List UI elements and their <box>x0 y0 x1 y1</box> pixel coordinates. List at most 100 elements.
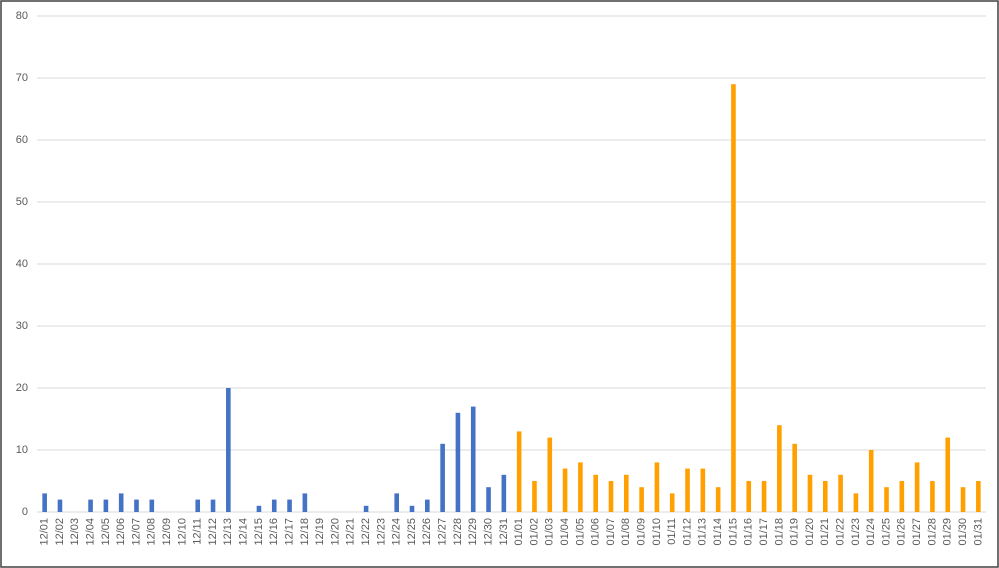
bar <box>700 468 706 512</box>
x-tick-label: 01/08 <box>620 518 632 546</box>
x-tick-label: 12/05 <box>100 518 112 546</box>
x-tick-label: 01/17 <box>758 518 770 546</box>
x-tick-label: 12/24 <box>391 518 403 546</box>
x-tick-label: 12/13 <box>222 518 234 546</box>
bar <box>868 450 874 512</box>
bar <box>562 468 568 512</box>
bar <box>302 493 308 512</box>
x-tick-label: 12/01 <box>39 518 51 546</box>
y-tick-label: 70 <box>16 72 28 84</box>
x-tick-label: 12/20 <box>329 518 341 546</box>
x-tick-label: 01/03 <box>544 518 556 546</box>
bar <box>470 406 476 512</box>
bar <box>731 84 736 512</box>
x-tick-label: 12/12 <box>207 518 219 546</box>
x-tick-label: 12/09 <box>161 518 173 546</box>
x-tick-label: 01/16 <box>743 518 755 546</box>
x-tick-label: 01/25 <box>880 518 892 546</box>
x-tick-label: 12/02 <box>54 518 66 546</box>
bar <box>914 462 920 512</box>
x-tick-label: 12/17 <box>283 518 295 546</box>
x-tick-label: 01/18 <box>773 518 785 546</box>
x-tick-label: 01/05 <box>574 518 586 546</box>
bar <box>623 474 629 512</box>
x-tick-label: 01/26 <box>896 518 908 546</box>
x-tick-label: 01/31 <box>972 518 984 546</box>
bar <box>960 487 966 512</box>
bar <box>118 493 124 512</box>
bar <box>149 499 155 512</box>
x-tick-label: 12/15 <box>253 518 265 546</box>
bar <box>256 505 262 512</box>
x-tick-label: 12/07 <box>130 518 142 546</box>
bar <box>195 499 201 512</box>
bar <box>761 481 767 512</box>
x-tick-label: 12/27 <box>437 518 449 546</box>
x-tick-label: 01/23 <box>850 518 862 546</box>
bar <box>226 388 231 512</box>
x-tick-label: 12/31 <box>498 518 510 546</box>
bar <box>930 481 935 512</box>
x-tick-label: 01/28 <box>926 518 938 546</box>
x-tick-label: 01/07 <box>605 518 617 546</box>
bar <box>394 493 400 512</box>
bar <box>608 481 614 512</box>
bar <box>654 462 660 512</box>
bar <box>838 474 843 512</box>
x-tick-label: 01/29 <box>942 518 954 546</box>
y-tick-label: 80 <box>16 10 28 22</box>
bar <box>822 481 828 512</box>
x-tick-label: 12/16 <box>268 518 280 546</box>
y-tick-label: 10 <box>16 444 28 456</box>
bar <box>210 499 216 512</box>
x-tick-label: 01/06 <box>590 518 602 546</box>
x-tick-label: 01/04 <box>559 518 571 546</box>
x-tick-label: 12/22 <box>360 518 372 546</box>
bar <box>440 443 445 512</box>
bar <box>57 499 63 512</box>
x-tick-label: 01/22 <box>834 518 846 546</box>
bar <box>884 487 889 512</box>
x-tick-label: 12/28 <box>452 518 464 546</box>
bar <box>777 425 782 512</box>
bar <box>425 499 430 512</box>
bar <box>271 499 277 512</box>
bar <box>363 505 369 512</box>
y-tick-label: 40 <box>16 258 28 270</box>
x-tick-label: 01/09 <box>636 518 648 546</box>
bar <box>532 481 537 512</box>
x-tick-label: 01/10 <box>651 518 663 546</box>
x-tick-label: 01/15 <box>727 518 739 546</box>
bar <box>409 505 415 512</box>
x-tick-label: 12/23 <box>375 518 387 546</box>
bar <box>669 493 675 512</box>
bar <box>639 487 644 512</box>
bar <box>516 431 522 512</box>
bar <box>578 462 583 512</box>
x-tick-label: 12/08 <box>146 518 158 546</box>
y-tick-label: 50 <box>16 196 28 208</box>
x-tick-label: 12/26 <box>421 518 433 546</box>
bar <box>807 474 813 512</box>
bar <box>593 474 598 512</box>
x-tick-label: 01/12 <box>681 518 693 546</box>
bar <box>501 474 507 512</box>
x-tick-label: 12/03 <box>69 518 81 546</box>
bar <box>287 499 292 512</box>
x-tick-label: 12/18 <box>299 518 311 546</box>
x-tick-label: 12/21 <box>345 518 357 546</box>
bar <box>486 487 491 512</box>
x-tick-label: 01/24 <box>865 518 877 546</box>
bar <box>88 499 93 512</box>
x-tick-label: 01/11 <box>666 518 678 545</box>
x-tick-label: 01/21 <box>819 518 831 546</box>
bar <box>685 468 690 512</box>
x-tick-label: 12/29 <box>467 518 479 546</box>
x-tick-label: 12/19 <box>314 518 326 546</box>
x-tick-label: 01/27 <box>911 518 923 546</box>
bar <box>715 487 721 512</box>
bar <box>134 499 139 512</box>
x-tick-label: 12/04 <box>84 518 96 546</box>
